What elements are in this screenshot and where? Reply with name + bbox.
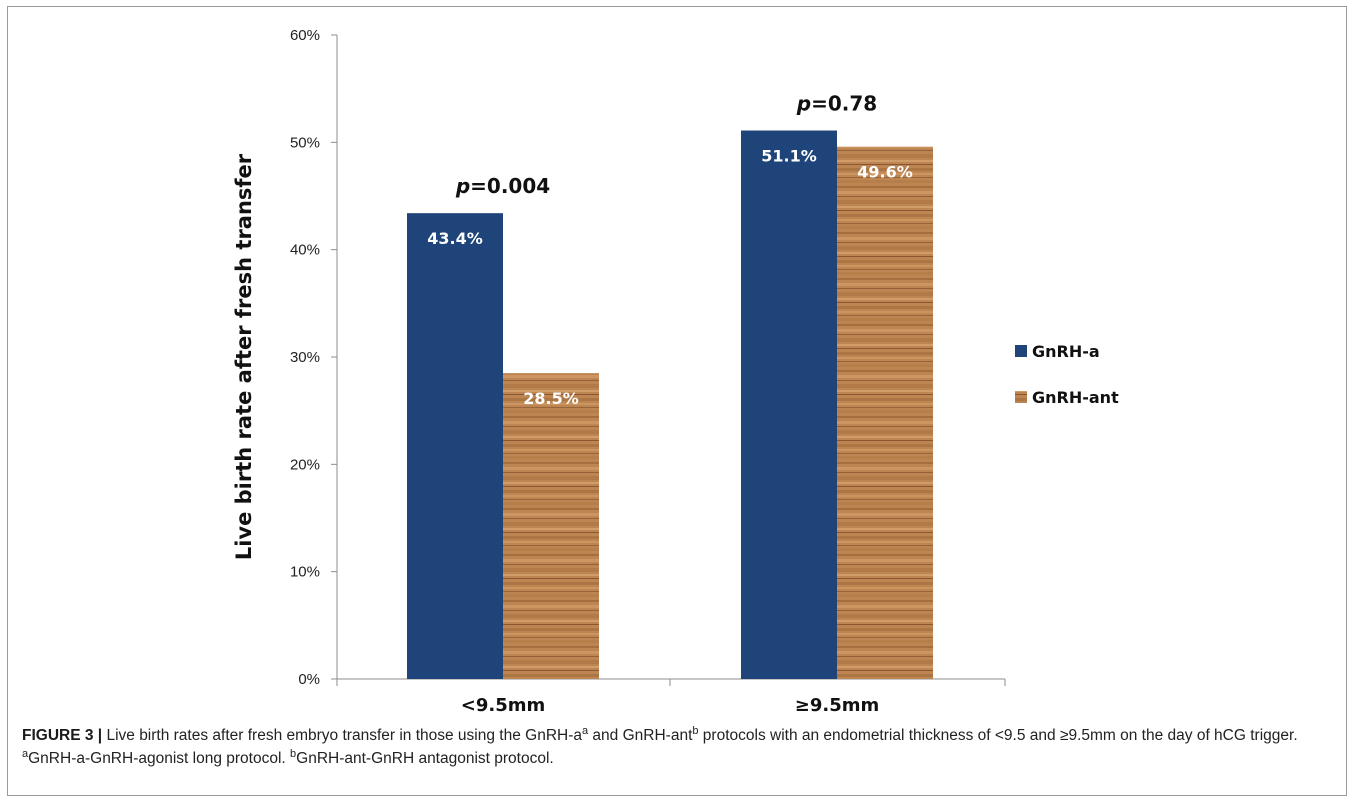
caption-text-4: GnRH-a-GnRH-agonist long protocol. xyxy=(28,750,291,767)
bar xyxy=(741,130,837,679)
p-value-label: p=0.004 xyxy=(455,174,550,198)
bar xyxy=(407,213,503,679)
p-value-text: =0.004 xyxy=(470,174,550,198)
bar-data-label: 49.6% xyxy=(857,163,913,182)
legend: GnRH-a GnRH-ant xyxy=(1015,342,1119,407)
p-value-symbol: p xyxy=(796,92,811,116)
legend-swatch xyxy=(1015,391,1027,403)
y-ticks: 0% 10% 20% 30% 40% 50% 60% xyxy=(290,27,337,688)
x-category-label: <9.5mm xyxy=(461,695,545,715)
y-tick-label: 40% xyxy=(290,242,320,259)
caption-sup-2: b xyxy=(692,724,699,737)
y-tick-label: 50% xyxy=(290,134,320,151)
caption-sup-1: a xyxy=(582,724,589,737)
bar-data-label: 43.4% xyxy=(427,229,483,248)
caption-sup-4: b xyxy=(290,747,297,760)
caption-sup-3: a xyxy=(22,747,29,760)
y-tick-label: 10% xyxy=(290,564,320,581)
bar-data-label: 28.5% xyxy=(523,389,579,408)
y-tick-label: 30% xyxy=(290,349,320,366)
caption-text-2: and GnRH-ant xyxy=(588,727,693,744)
x-category-label: ≥9.5mm xyxy=(795,695,879,715)
legend-label: GnRH-ant xyxy=(1032,388,1119,407)
x-categories: <9.5mm ≥9.5mm xyxy=(336,679,1006,715)
y-tick-label: 0% xyxy=(298,671,320,688)
y-tick-label: 60% xyxy=(290,27,320,44)
y-axis-label: Live birth rate after fresh transfer xyxy=(232,153,256,560)
caption-text-5: GnRH-ant-GnRH antagonist protocol. xyxy=(296,750,554,767)
p-value-symbol: p xyxy=(455,174,470,198)
bar xyxy=(837,146,933,680)
figure-frame xyxy=(7,6,1347,796)
legend-swatch xyxy=(1015,345,1027,357)
figure-caption: FIGURE 3 | Live birth rates after fresh … xyxy=(22,724,1332,770)
p-value-label: p=0.78 xyxy=(796,92,877,116)
bars: 43.4% 51.1% 28.5% 49.6% xyxy=(407,130,933,680)
p-value-text: =0.78 xyxy=(811,92,877,116)
caption-text-1: Live birth rates after fresh embryo tran… xyxy=(102,727,582,744)
bar-chart: 0% 10% 20% 30% 40% 50% 60% 43.4% 51.1% 28.5% 49.6… xyxy=(232,27,1119,715)
caption-text-3: protocols with an endometrial thickness … xyxy=(698,727,1298,744)
bar-data-label: 51.1% xyxy=(761,147,817,166)
caption-label: FIGURE 3 | xyxy=(22,727,103,744)
bar xyxy=(503,373,599,679)
y-tick-label: 20% xyxy=(290,456,320,473)
legend-label: GnRH-a xyxy=(1032,342,1100,361)
